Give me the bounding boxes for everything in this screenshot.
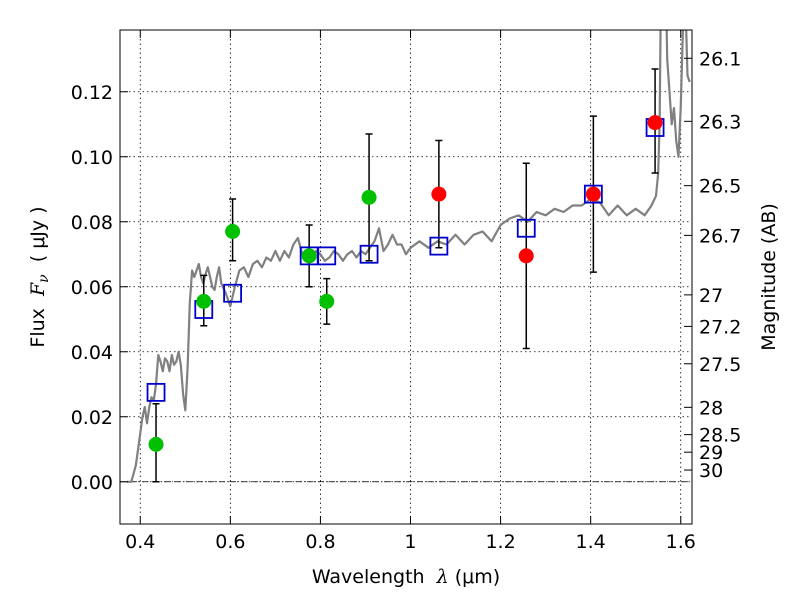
axis-ticks: 0.4 0.6 0.8 1 1.2 1.4 1.6 0.00 0.02 0.04 0.06 0.08 0…: [71, 30, 741, 553]
x-tick-label: 1: [404, 531, 416, 553]
model-photometry-square: [516, 218, 536, 238]
x-tick-label: 0.8: [305, 531, 335, 553]
detection-point: [361, 189, 377, 205]
mag-tick-label: 27: [699, 285, 723, 307]
x-tick-label: 1.4: [576, 531, 606, 553]
mag-tick-label: 28: [699, 397, 723, 419]
plot-area: [126, 30, 691, 483]
mag-tick-label: 26.1: [699, 48, 741, 70]
mag-tick-label: 26.3: [699, 111, 741, 133]
mag-tick-label: 27.5: [699, 354, 741, 376]
model-photometry-square: [146, 382, 166, 402]
mag-tick-label: 28.5: [699, 425, 741, 447]
detection-point: [301, 248, 317, 264]
plot-frame: [119, 29, 693, 525]
y-tick-label: 0.12: [71, 82, 113, 104]
y-tick-label: 0.00: [71, 472, 113, 494]
x-tick-label: 1.6: [666, 531, 696, 553]
detection-point: [196, 293, 212, 309]
x-axis-label: Wavelength λ (μm): [312, 566, 500, 588]
y-tick-label: 0.04: [71, 342, 113, 364]
mag-tick-label: 30: [699, 460, 723, 482]
x-tick-label: 0.6: [215, 531, 245, 553]
mag-tick-label: 27.2: [699, 316, 741, 338]
detection-point: [431, 186, 447, 202]
y-tick-label: 0.10: [71, 147, 113, 169]
detection-point: [647, 115, 663, 131]
model-photometry-square: [583, 184, 603, 204]
model-photometry-square: [223, 283, 242, 303]
template-spectrum-line: [126, 30, 691, 483]
y-tick-label: 0.08: [71, 212, 113, 234]
mag-tick-label: 29: [699, 442, 723, 464]
detection-point: [319, 293, 335, 309]
detection-point: [518, 248, 534, 264]
markers: [146, 115, 665, 452]
plot-background: [120, 30, 692, 524]
x-tick-label: 0.4: [125, 531, 155, 553]
model-photometry-square: [359, 244, 379, 264]
detection-point: [225, 224, 241, 239]
model-photometry-square: [317, 246, 337, 266]
detection-point: [148, 436, 164, 452]
mag-tick-label: 26.7: [699, 225, 741, 247]
y-tick-label: 0.02: [71, 407, 113, 429]
mag-tick-label: 26.5: [699, 176, 741, 198]
y-tick-label: 0.06: [71, 277, 113, 299]
detection-point: [585, 186, 601, 202]
x-tick-label: 1.2: [485, 531, 515, 553]
model-photometry-square: [429, 236, 449, 256]
y-axis-label: Flux Fν ( μJy ): [27, 206, 52, 347]
y2-axis-label: Magnitude (AB): [758, 203, 780, 351]
